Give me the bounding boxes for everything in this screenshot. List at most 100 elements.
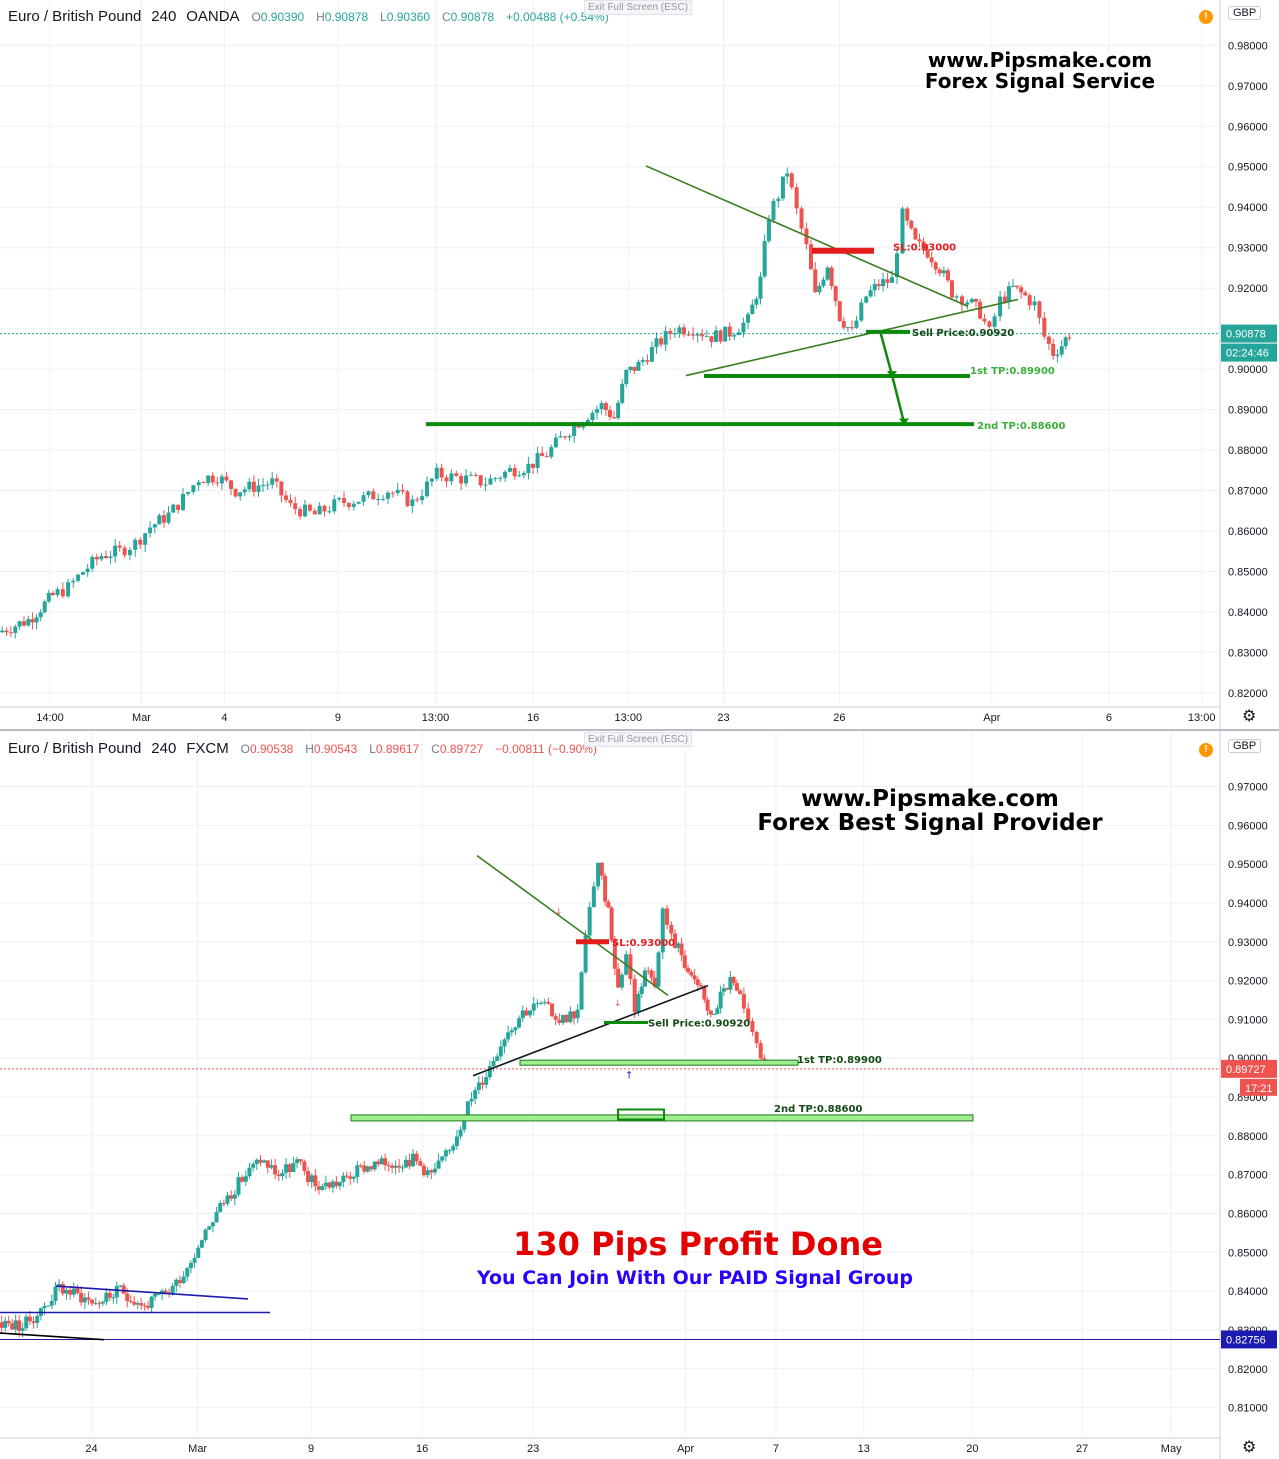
candle-body [900, 208, 905, 254]
candle-body [799, 208, 804, 229]
chart-panel-oanda[interactable]: 0.82000 0.83000 0.84000 0.85000 0.86000 0.870… [0, 0, 1279, 729]
currency-button[interactable]: GBP [1228, 6, 1262, 20]
candle-body [383, 1158, 388, 1166]
tp2-zone [350, 1114, 974, 1122]
candle-body [196, 482, 201, 486]
candle-body [620, 384, 625, 403]
candle-body [829, 267, 834, 287]
candle-body [503, 471, 508, 478]
candle-body [731, 977, 736, 984]
candle-body [727, 326, 732, 337]
candle-body [859, 302, 864, 321]
candle-body [332, 499, 337, 512]
candle-body [160, 1290, 165, 1294]
candle-body [590, 412, 595, 421]
warning-icon[interactable]: ! [1199, 743, 1213, 757]
candle-body [238, 492, 243, 497]
candle-body [386, 1165, 391, 1167]
candle-body [256, 485, 261, 492]
exit-fullscreen-button[interactable]: Exit Full Screen (ESC) [584, 0, 693, 15]
candle-body [261, 485, 266, 487]
candle-body [587, 907, 592, 936]
candle-body [86, 1297, 91, 1300]
candle-body [298, 509, 303, 517]
candle-body [68, 1289, 73, 1295]
candle-body [425, 1170, 430, 1176]
x-tick-label: Mar [188, 1443, 207, 1455]
candle-body [563, 436, 568, 438]
candle-body [689, 972, 694, 976]
candle-body [395, 489, 400, 494]
candle-body [191, 485, 196, 492]
candle-body [188, 1262, 193, 1269]
candle-body [520, 1010, 525, 1019]
currency-button[interactable]: GBP [1228, 739, 1262, 753]
candle-body [251, 1164, 256, 1168]
candle-body [718, 991, 723, 1009]
support-price-text: 0.82756 [1226, 1334, 1266, 1346]
candle-body [606, 901, 611, 908]
x-tick-label: 13:00 [1188, 712, 1216, 724]
candle-body [665, 908, 670, 925]
ohlc-open: 0.90390 [260, 10, 305, 24]
candle-body [432, 1168, 437, 1173]
candle-body [414, 1153, 419, 1162]
candle-body [965, 302, 970, 305]
candle-body [75, 1288, 80, 1293]
candle-body [170, 1285, 175, 1294]
tp1-label: 1st TP:0.89900 [797, 1055, 882, 1066]
gear-icon[interactable]: ⚙ [1242, 708, 1257, 725]
exit-fullscreen-button[interactable]: Exit Full Screen (ESC) [584, 732, 693, 747]
candle-body [60, 1283, 65, 1294]
candle-body [813, 269, 818, 293]
symbol-title: Euro / British Pound [8, 740, 142, 757]
candle-body [917, 239, 922, 242]
candle-body [454, 1136, 459, 1147]
x-tick-label: 16 [527, 712, 539, 724]
candle-body [327, 511, 332, 513]
down-marker-icon: ↓ [614, 999, 622, 1009]
candle-body [138, 539, 143, 545]
candle-body [738, 990, 743, 995]
warning-icon[interactable]: ! [1199, 10, 1213, 24]
candle-body [933, 262, 938, 270]
candle-body [941, 270, 946, 274]
candle-body [550, 1003, 555, 1017]
chart-canvas-fxcm[interactable]: 0.810000.820000.830000.840000.850000.860… [0, 731, 1279, 1459]
candle-body [785, 173, 790, 177]
headline: 130 Pips Profit Done [513, 1225, 883, 1263]
chart-canvas-oanda[interactable]: 0.82000 0.83000 0.84000 0.85000 0.86000 0.870… [0, 0, 1279, 729]
y-tick-label: 0.94000 [1228, 202, 1268, 214]
candle-body [1055, 354, 1060, 356]
candle-body [10, 1323, 15, 1330]
candle-body [969, 299, 974, 303]
ohlc-close: 0.89727 [439, 742, 484, 756]
candle-body [265, 484, 270, 486]
candle-body [385, 492, 390, 499]
candle-body [521, 473, 526, 476]
x-tick-label: 23 [717, 712, 729, 724]
tp2-label: 2nd TP:0.88600 [774, 1104, 862, 1115]
x-tick-label: 24 [85, 1443, 97, 1455]
candle-body [705, 999, 710, 1011]
candle-body [50, 592, 55, 596]
candle-body [273, 1165, 278, 1175]
candle-body [415, 499, 420, 501]
x-tick-label: 7 [773, 1443, 779, 1455]
candle-body [312, 510, 317, 515]
candle-body [1027, 295, 1032, 306]
gear-icon[interactable]: ⚙ [1242, 1439, 1257, 1456]
candle-body [1042, 317, 1047, 337]
candle-body [895, 253, 900, 278]
candle-body [60, 589, 65, 597]
candle-body [153, 1293, 158, 1297]
chart-panel-fxcm[interactable]: 0.810000.820000.830000.840000.850000.860… [0, 729, 1279, 1459]
candle-body [498, 1046, 503, 1057]
candle-body [49, 1301, 54, 1306]
candle-body [174, 1279, 179, 1286]
candle-body [561, 1014, 566, 1023]
candle-body [323, 1182, 328, 1187]
arrow-head [887, 371, 897, 379]
candle-body [517, 1018, 522, 1028]
candle-body [262, 1160, 267, 1163]
